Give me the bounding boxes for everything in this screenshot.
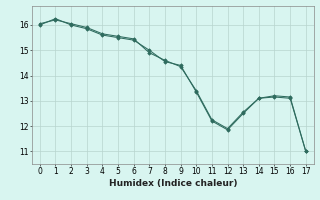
X-axis label: Humidex (Indice chaleur): Humidex (Indice chaleur)	[108, 179, 237, 188]
